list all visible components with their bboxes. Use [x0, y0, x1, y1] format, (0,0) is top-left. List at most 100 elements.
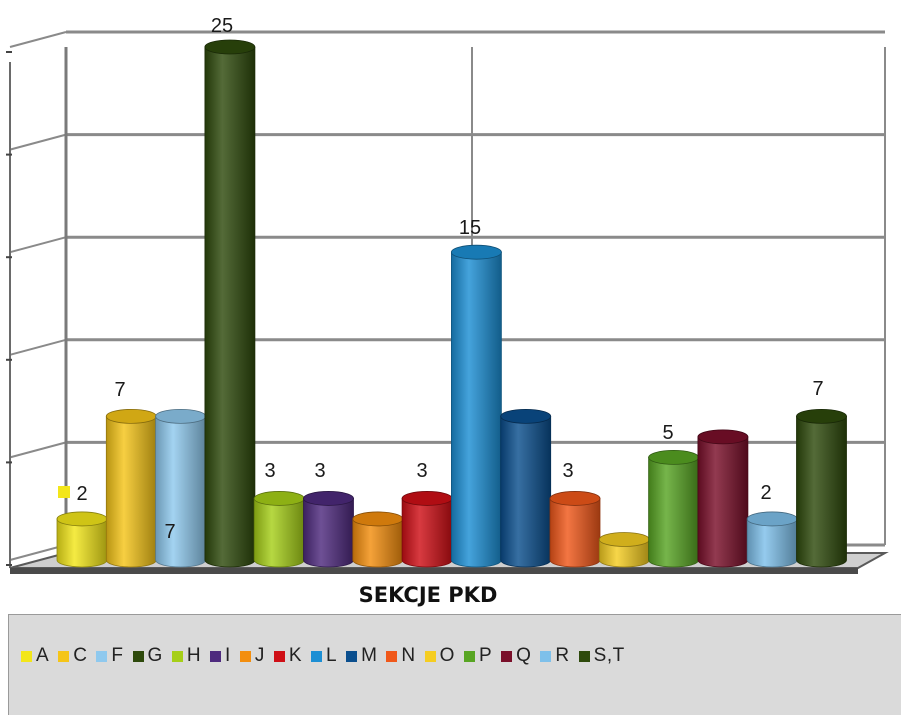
legend-swatch [424, 650, 436, 662]
legend-swatch [463, 650, 475, 662]
bar-top [401, 491, 453, 506]
legend-item: M [346, 645, 377, 667]
chart-svg: 2 7 7 25 3 3 3 15 3 5 2 7 SEKCJE PKD [6, 15, 889, 607]
legend-swatch [578, 650, 590, 662]
bar-body [648, 457, 699, 568]
legend-label: I [225, 645, 231, 666]
legend-item: I [210, 645, 231, 667]
bar-M [500, 408, 552, 568]
data-labels: 2 7 7 25 3 3 3 15 3 5 2 7 [58, 15, 824, 543]
legend-item: R [540, 645, 569, 667]
bar-J [352, 511, 404, 568]
bar-S,T [796, 408, 847, 568]
bar-top [155, 408, 207, 424]
legend-label: C [73, 645, 88, 666]
legend-item: K [273, 645, 303, 667]
bar-top [549, 491, 601, 506]
legend-swatch [21, 650, 32, 662]
bar-body [697, 436, 749, 568]
legend-item: O [424, 645, 455, 667]
legend-swatch [540, 650, 552, 662]
bar-K [401, 491, 453, 568]
bar-body [796, 415, 847, 568]
bar-F [155, 408, 207, 568]
bar-body [401, 498, 453, 568]
data-label: 25 [211, 15, 233, 37]
data-label: 7 [114, 379, 125, 401]
bar-Q [697, 429, 749, 568]
legend-swatch [171, 650, 183, 662]
bar-body [451, 251, 502, 568]
legend-swatch [239, 650, 251, 662]
data-label: 15 [459, 217, 481, 239]
legend-label: S,T [593, 645, 625, 666]
label-legend-key [58, 486, 70, 498]
legend-swatch [386, 650, 398, 662]
bar-O [598, 532, 650, 568]
legend-label: H [186, 645, 202, 666]
bar-top [450, 244, 502, 260]
data-label: 2 [76, 483, 87, 505]
legend-item: A [21, 645, 49, 667]
legend-item: F [96, 645, 123, 667]
bar-body [500, 415, 552, 568]
bar-A [56, 511, 108, 568]
bar-top [500, 408, 552, 424]
legend-item: L [311, 645, 337, 667]
legend-item: H [171, 645, 202, 667]
data-label: 7 [812, 378, 823, 400]
bar-body [105, 415, 157, 568]
data-label: 3 [416, 460, 427, 482]
bar-series [56, 39, 847, 568]
legend-label: L [326, 645, 338, 666]
legend-swatch [132, 650, 144, 662]
legend-item: S,T [578, 645, 625, 667]
legend-label: G [147, 645, 163, 666]
bar-top [303, 491, 354, 506]
bar-top [105, 408, 157, 424]
bar-top [598, 532, 650, 547]
side-gridline [9, 236, 67, 254]
x-axis-title: SEKCJE PKD [359, 583, 498, 607]
legend-swatch [311, 650, 323, 662]
bar-top [746, 511, 798, 527]
legend-label: R [555, 645, 570, 666]
legend-swatch [96, 650, 108, 662]
legend-item: N [386, 645, 415, 667]
legend-swatch [210, 650, 222, 662]
legend-label: M [361, 645, 378, 666]
legend-item: P [463, 645, 492, 667]
legend-item: Q [501, 645, 531, 667]
legend-items: A C F G H I J K L M N O P Q R S,T [21, 645, 634, 667]
bar-I [303, 491, 354, 568]
data-label: 3 [562, 460, 573, 482]
legend-swatch [273, 650, 285, 662]
legend-label: A [36, 645, 50, 666]
bar-body [549, 498, 601, 568]
legend-label: N [401, 645, 416, 666]
legend: A C F G H I J K L M N O P Q R S,T [8, 614, 901, 715]
bar-body [155, 415, 206, 568]
bar-G [204, 39, 256, 568]
bar-R [746, 511, 798, 568]
legend-swatch [346, 650, 358, 662]
legend-label: J [254, 645, 265, 666]
legend-label: O [439, 645, 455, 666]
bar-C [105, 408, 157, 568]
legend-item: C [58, 645, 87, 667]
side-gridline [9, 338, 67, 356]
bar-top [796, 408, 847, 424]
legend-swatch [58, 650, 70, 662]
bar-H [253, 491, 305, 568]
side-gridline [9, 441, 67, 459]
legend-label: K [288, 645, 303, 666]
bar-P [648, 449, 699, 568]
data-label: 7 [164, 521, 175, 543]
bar-top [56, 511, 108, 527]
data-label: 2 [760, 482, 771, 504]
bar-top [352, 511, 404, 527]
bar-body [253, 498, 305, 568]
bar-N [549, 491, 601, 568]
legend-label: Q [516, 645, 532, 666]
bar-top [204, 39, 256, 55]
